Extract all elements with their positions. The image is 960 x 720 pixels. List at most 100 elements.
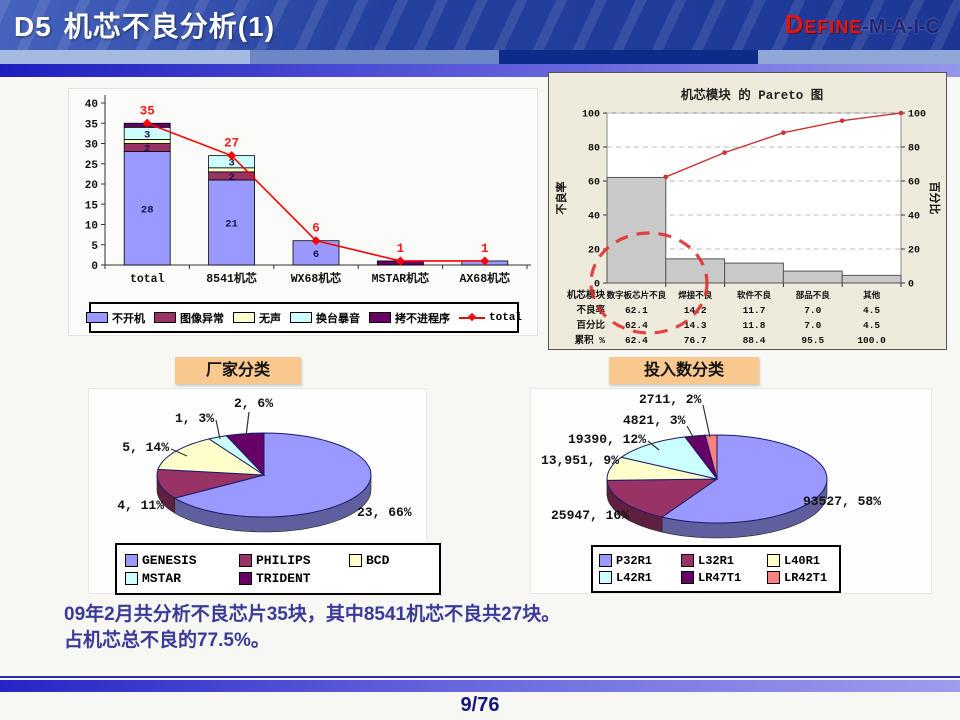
pareto-bar [665, 258, 726, 284]
legend-label: P32R1 [616, 553, 653, 568]
legend-item: BCD [349, 553, 413, 568]
y-tick-label: 40 [588, 212, 600, 223]
label-leader-line [686, 425, 697, 443]
pie-data-label: 13,951, 9% [541, 453, 619, 468]
total-value-label: 1 [481, 242, 489, 256]
legend-label: L42R1 [616, 570, 653, 585]
logo-maic: -M-A-I-C [862, 16, 940, 38]
legend-label: 不开机 [112, 313, 145, 326]
legend-swatch [599, 571, 612, 584]
vendor-category-banner: 厂家分类 [175, 357, 301, 384]
pie-data-label: 19390, 12% [568, 432, 646, 447]
legend-item: L40R1 [767, 554, 823, 568]
bar-segment [208, 179, 256, 266]
page-number: 9/76 [460, 694, 500, 716]
label-leader-line [170, 448, 188, 457]
y-tick-label: 0 [594, 280, 600, 291]
table-cell: 95.5 [801, 335, 824, 346]
total-marker [311, 236, 321, 246]
table-cell: 7.0 [804, 320, 821, 331]
legend-swatch [349, 553, 362, 567]
legend-swatch [369, 312, 391, 323]
legend-swatch [681, 554, 694, 567]
table-cell: 7.0 [804, 305, 821, 316]
input-quantity-banner: 投入数分类 [609, 357, 759, 384]
slide-header: D5 机芯不良分析(1) Define-M-A-I-C [0, 0, 960, 50]
y-tick-label: 80 [908, 144, 920, 155]
page-title: D5 机芯不良分析(1) [14, 5, 275, 45]
table-cell: 4.5 [863, 305, 880, 316]
legend-item: GENESIS [125, 553, 239, 568]
y-tick-label: 20 [588, 246, 600, 257]
legend-item-total: total [459, 312, 522, 324]
define-maic-logo: Define-M-A-I-C [784, 9, 940, 40]
legend-item: 换台暴音 [290, 310, 360, 326]
legend-swatch [125, 571, 138, 585]
label-leader-line [215, 419, 221, 440]
legend-item: 不开机 [86, 310, 145, 326]
table-cell: 4.5 [863, 320, 880, 331]
pie-slice [173, 432, 372, 518]
pareto-chart-panel: 机芯模块 的 Pareto 图 0 0 20 20 40 40 60 60 80 80 100 100 不… [548, 72, 947, 350]
y-tick-label: 100 [908, 110, 926, 121]
pie-slice [156, 468, 265, 499]
total-value-label: 6 [312, 222, 320, 236]
legend-item: PHILIPS [239, 553, 349, 568]
legend-label: 图像异常 [180, 313, 224, 326]
input-pie-panel: 93527, 58% 25947, 16% 13,951, 9% 19390, 12%… [530, 388, 932, 594]
legend-swatch [290, 312, 312, 323]
y-tick-label: 0 [908, 280, 914, 291]
pie-data-label: 93527, 58% [803, 494, 881, 509]
pareto-title: 机芯模块 的 Pareto 图 [681, 87, 824, 103]
y-tick-label: 30 [85, 140, 98, 152]
pie-slice [606, 478, 719, 518]
bar-segment-label: 3 [228, 158, 234, 170]
cumulative-marker [839, 118, 845, 123]
y-tick-label: 25 [85, 160, 99, 172]
header-accent-strip [0, 50, 960, 64]
table-cell: 焊接不良 [678, 290, 713, 301]
legend-swatch [239, 571, 252, 585]
pareto-bar [782, 270, 843, 284]
legend-label: LR42T1 [784, 570, 828, 585]
legend-swatch [125, 553, 138, 567]
category-label: MSTAR机芯 [372, 271, 430, 286]
legend-label: PHILIPS [256, 552, 311, 568]
total-marker [227, 151, 237, 161]
table-cell: 软件不良 [737, 290, 772, 301]
table-cell: 76.7 [684, 335, 707, 346]
pareto-bar [606, 176, 667, 284]
legend-item: 拷不进程序 [369, 310, 450, 326]
legend-swatch [239, 553, 252, 567]
category-label: total [130, 273, 165, 286]
y-tick-label: 40 [908, 212, 920, 223]
table-cell: 11.7 [743, 305, 766, 316]
table-cell: 14.2 [684, 305, 707, 316]
legend-label: TRIDENT [256, 570, 311, 586]
pie-data-label: 4, 11% [117, 498, 164, 513]
footer-gradient-bar [0, 680, 960, 692]
pie-data-label: 4821, 3% [623, 413, 686, 428]
defect-bar-chart-panel: 0 5 10 15 20 25 30 35 40 28 2 3 total 21 2 3 8541机芯 6 WX68… [68, 88, 538, 336]
pie-slice [660, 434, 828, 524]
table-cell: 数字板芯片不良 [607, 290, 667, 301]
legend-label: 换台暴音 [316, 313, 360, 326]
logo-define: Define [784, 9, 863, 39]
legend-swatch [767, 571, 780, 584]
legend-swatch [233, 312, 255, 323]
summary-text: 09年2月共分析不良芯片35块，其中8541机芯不良共27块。占机芯总不良的77… [64, 604, 561, 651]
total-line-icon [459, 313, 485, 323]
vendor-pie-legend: GENESIS PHILIPS BCD MSTAR TRIDENT [115, 543, 441, 595]
total-marker [480, 256, 490, 266]
legend-item: P32R1 [599, 554, 681, 568]
total-marker [395, 256, 405, 266]
bar-segment-label: 2 [144, 144, 150, 156]
cumulative-marker [781, 130, 786, 136]
bar-segment-label: 6 [313, 249, 319, 261]
slide-title-text: 机芯不良分析(1) [63, 11, 276, 42]
y-tick-label: 10 [85, 221, 98, 233]
table-cell: 62.4 [625, 335, 648, 346]
legend-label: 拷不进程序 [395, 313, 450, 326]
bar-segment-label: 2 [228, 172, 234, 184]
